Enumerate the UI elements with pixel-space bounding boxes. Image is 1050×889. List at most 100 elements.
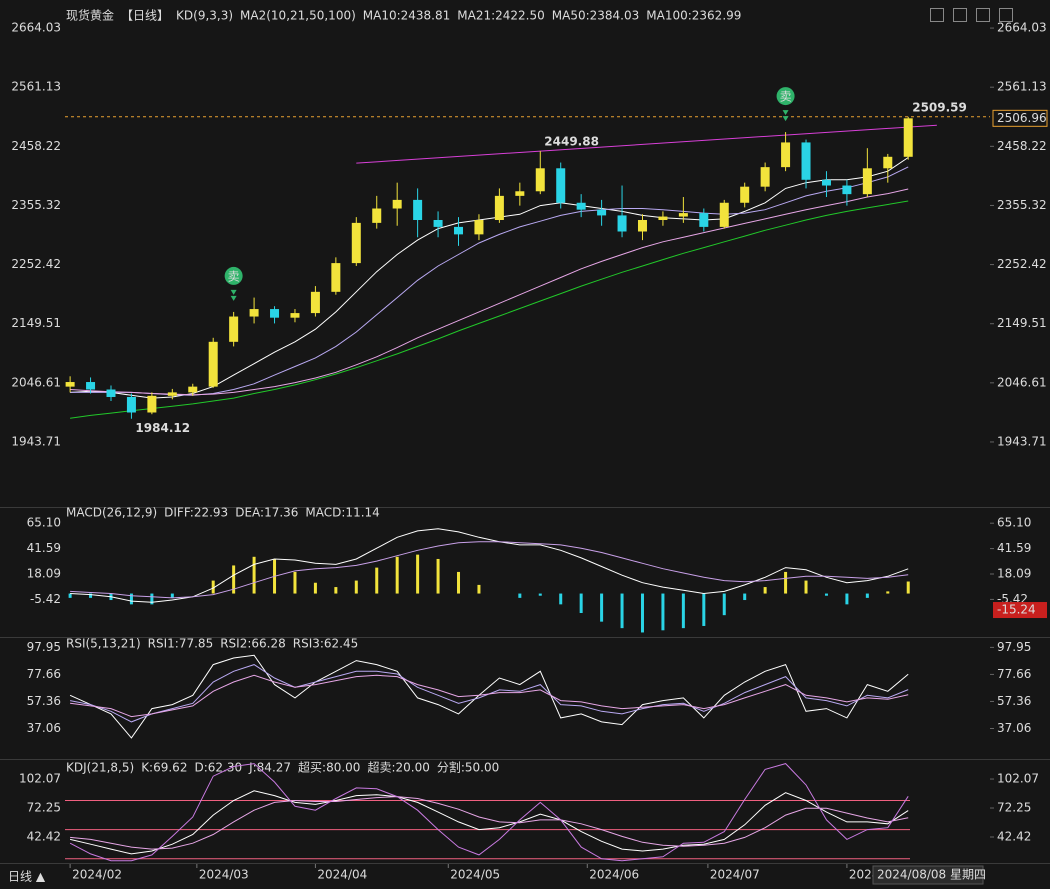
candle-body [168, 392, 177, 395]
indicator-label: KD(9,3,3) [176, 9, 233, 23]
macd-bar [457, 572, 460, 594]
candle-body [618, 215, 627, 231]
y-tick-label: 42.42 [997, 830, 1031, 844]
macd-bar [375, 568, 378, 594]
candle-body [822, 180, 831, 186]
legend-entry: MA50:2384.03 [552, 9, 640, 23]
candle-body [86, 382, 95, 389]
candle-body [290, 313, 299, 318]
candle-body [842, 186, 851, 195]
y-tick-label: 2252.42 [997, 257, 1047, 271]
candle-body [209, 342, 218, 387]
band-label: 超买:80.00 [298, 760, 360, 775]
panel-title: KDJ(21,8,5) [66, 761, 134, 775]
macd-bar [150, 594, 153, 605]
y-tick-label: 2458.22 [997, 139, 1047, 153]
candle-body [761, 167, 770, 187]
y-tick-label: 102.07 [997, 772, 1039, 786]
candle-body [434, 220, 443, 227]
candle-body [474, 220, 483, 234]
macd-bar [437, 559, 440, 594]
candle-body [352, 223, 361, 263]
y-tick-label: 42.42 [27, 830, 61, 844]
y-tick-label: 1943.71 [997, 434, 1047, 448]
candle-body [556, 168, 565, 202]
x-tick-label: 2024/07 [710, 868, 760, 882]
y-tick-label: 2458.22 [11, 139, 61, 153]
period-label: 【日线】 [121, 9, 169, 23]
y-tick-label: 41.59 [997, 541, 1031, 555]
macd-bar [253, 557, 256, 594]
sell-signal-label: 卖 [228, 269, 240, 283]
candle-body [250, 309, 259, 316]
candle-body [577, 203, 586, 210]
price-annotation: 1984.12 [135, 421, 190, 435]
macd-bar [171, 594, 174, 598]
macd-bar [805, 581, 808, 594]
macd-bar [661, 594, 664, 631]
y-tick-label: 2046.61 [11, 375, 61, 389]
candle-body [740, 187, 749, 203]
y-tick-label: 72.25 [997, 801, 1031, 815]
y-tick-label: -5.42 [30, 592, 61, 606]
y-tick-label: 65.10 [27, 516, 61, 530]
candle-body [127, 397, 136, 413]
y-tick-label: 2664.03 [997, 21, 1047, 35]
y-tick-label: 77.66 [997, 667, 1031, 681]
y-tick-label: 65.10 [997, 516, 1031, 530]
y-tick-label: 37.06 [27, 721, 61, 735]
period-switch[interactable]: 日线 ▲ [8, 870, 46, 884]
candle-body [188, 387, 197, 393]
candle-body [413, 200, 422, 220]
macd-bar [477, 585, 480, 594]
y-tick-label: 2664.03 [11, 21, 61, 35]
y-tick-label: 97.95 [27, 640, 61, 654]
macd-bar [539, 594, 542, 596]
macd-bar [334, 587, 337, 593]
candle-body [536, 168, 545, 191]
legend-entry: D:62.30 [194, 761, 242, 775]
y-tick-label: 57.36 [997, 694, 1031, 708]
candle-body [454, 227, 463, 234]
macd-bar [396, 557, 399, 594]
price-annotation: 2509.59 [912, 100, 967, 114]
band-label: 分割:50.00 [437, 760, 499, 775]
y-tick-label: 2149.51 [997, 316, 1047, 330]
y-tick-label: 18.09 [27, 566, 61, 580]
macd-bar [600, 594, 603, 622]
candle-body [106, 390, 115, 397]
sell-signal-label: 卖 [780, 90, 792, 104]
x-tick-label: 2024/05 [450, 868, 500, 882]
x-tick-label: 2024/03 [199, 868, 249, 882]
macd-bar [293, 572, 296, 594]
chart-title: 现货黄金 [66, 8, 114, 23]
macd-bar [580, 594, 583, 613]
legend-entry: K:69.62 [141, 761, 187, 775]
legend-entry: MACD:11.14 [305, 506, 379, 520]
panel-title: RSI(5,13,21) [66, 637, 141, 651]
candle-body [229, 317, 238, 342]
macd-bar [743, 594, 746, 600]
macd-bar [314, 583, 317, 594]
legend-entry: MA10:2438.81 [363, 9, 451, 23]
macd-bar [518, 594, 521, 598]
macd-bar [416, 555, 419, 594]
legend-entry: MA21:2422.50 [457, 9, 545, 23]
y-tick-label: 102.07 [19, 772, 61, 786]
macd-bar [723, 594, 726, 616]
macd-bar [825, 594, 828, 596]
x-tick-label: 2024/04 [317, 868, 367, 882]
candle-body [495, 196, 504, 220]
macd-bar [621, 594, 624, 629]
y-tick-label: 2355.32 [997, 198, 1047, 212]
macd-bar [866, 594, 869, 598]
ma-set-label: MA2(10,21,50,100) [240, 9, 356, 23]
macd-bar [845, 594, 848, 605]
candle-body [372, 209, 381, 223]
y-tick-label: 2355.32 [11, 198, 61, 212]
candle-body [66, 382, 75, 387]
candle-body [679, 213, 688, 216]
candle-body [515, 191, 524, 196]
y-tick-label: 41.59 [27, 541, 61, 555]
